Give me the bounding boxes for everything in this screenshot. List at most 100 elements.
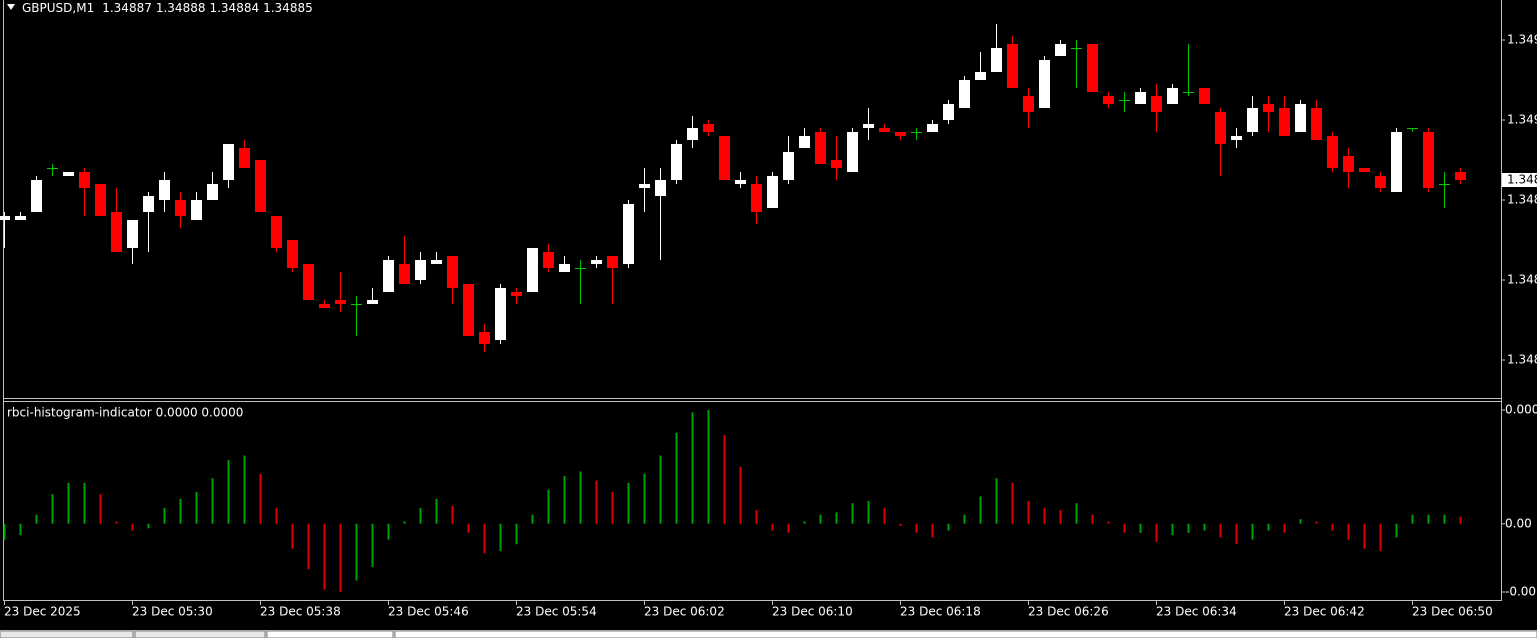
candle-body bbox=[31, 180, 42, 212]
candle-body bbox=[111, 212, 122, 252]
candle-body bbox=[831, 160, 842, 168]
time-label: 23 Dec 06:18 bbox=[900, 605, 981, 619]
candle-body bbox=[959, 80, 970, 108]
candle-body bbox=[1007, 44, 1018, 88]
candle-body bbox=[463, 284, 474, 336]
candle-body bbox=[399, 264, 410, 284]
tab[interactable] bbox=[0, 630, 134, 638]
tab[interactable] bbox=[134, 630, 266, 638]
low-readout: 1.34884 bbox=[209, 1, 259, 15]
candle-body bbox=[1311, 108, 1322, 140]
candle-body bbox=[607, 256, 618, 268]
candle-body bbox=[511, 292, 522, 296]
candle-body bbox=[1135, 92, 1146, 104]
candle-body bbox=[63, 172, 74, 176]
time-label: 23 Dec 05:30 bbox=[132, 605, 213, 619]
candle-body bbox=[319, 304, 330, 308]
candle-body bbox=[1343, 156, 1354, 172]
time-label: 23 Dec 06:34 bbox=[1156, 605, 1237, 619]
high-readout: 1.34888 bbox=[156, 1, 206, 15]
candle-body bbox=[143, 196, 154, 212]
candle-body bbox=[671, 144, 682, 180]
candle-body bbox=[1087, 44, 1098, 92]
candle-body bbox=[95, 184, 106, 216]
candle-body bbox=[207, 184, 218, 200]
candle-body bbox=[1247, 108, 1258, 132]
candle-body bbox=[799, 136, 810, 148]
price-tick-label: 1.349 bbox=[1507, 33, 1537, 47]
candle-body bbox=[191, 200, 202, 220]
candle-body bbox=[815, 132, 826, 164]
time-label: 23 Dec 05:46 bbox=[388, 605, 469, 619]
candle-body bbox=[943, 104, 954, 120]
candle-body bbox=[303, 264, 314, 300]
candle-body bbox=[735, 180, 746, 184]
candle-body bbox=[927, 124, 938, 132]
candle-body bbox=[287, 240, 298, 268]
candle-body bbox=[1039, 60, 1050, 108]
candle-body bbox=[879, 128, 890, 132]
candle-body bbox=[335, 300, 346, 304]
time-label: 23 Dec 06:50 bbox=[1412, 605, 1493, 619]
time-label: 23 Dec 2025 bbox=[4, 605, 81, 619]
candle-body bbox=[639, 184, 650, 188]
candle-body bbox=[703, 124, 714, 132]
price-tick-label: 1.348 bbox=[1507, 273, 1537, 287]
candle-body bbox=[1231, 136, 1242, 140]
candle-body bbox=[415, 260, 426, 280]
candle-body bbox=[0, 216, 10, 220]
candle-body bbox=[383, 260, 394, 292]
price-tick-label: 1.349 bbox=[1507, 113, 1537, 127]
candle-body bbox=[1055, 44, 1066, 56]
candle-body bbox=[975, 72, 986, 80]
collapse-triangle[interactable] bbox=[7, 4, 15, 10]
time-label: 23 Dec 06:42 bbox=[1284, 605, 1365, 619]
candle-body bbox=[655, 180, 666, 196]
candle-body bbox=[1263, 104, 1274, 112]
candle-body bbox=[1215, 112, 1226, 144]
tab[interactable] bbox=[266, 630, 394, 638]
chart-header: GBPUSD,M1 1.34887 1.34888 1.34884 1.34885 bbox=[22, 1, 313, 15]
candle-body bbox=[687, 128, 698, 140]
indicator-tick-label: -0.00 bbox=[1505, 585, 1536, 599]
current-price-label: 1.348 bbox=[1507, 173, 1537, 187]
candle-body bbox=[543, 252, 554, 268]
candle-body bbox=[1295, 104, 1306, 132]
time-label: 23 Dec 05:54 bbox=[516, 605, 597, 619]
candle-body bbox=[1151, 96, 1162, 112]
candle-body bbox=[1375, 176, 1386, 188]
candle-body bbox=[1023, 96, 1034, 112]
time-label: 23 Dec 06:10 bbox=[772, 605, 853, 619]
time-label: 23 Dec 05:38 bbox=[260, 605, 341, 619]
candle-body bbox=[159, 180, 170, 200]
candle-body bbox=[367, 300, 378, 304]
candle-body bbox=[719, 136, 730, 180]
candle-body bbox=[783, 152, 794, 180]
candle-body bbox=[1279, 108, 1290, 136]
indicator-tick-label: 0.00 bbox=[1505, 516, 1532, 530]
candle-body bbox=[447, 256, 458, 288]
time-label: 23 Dec 06:26 bbox=[1028, 605, 1109, 619]
candle-body bbox=[1455, 172, 1466, 180]
candle-body bbox=[863, 124, 874, 128]
candle-body bbox=[623, 204, 634, 264]
candle-body bbox=[591, 260, 602, 264]
candle-body bbox=[527, 248, 538, 292]
candle-body bbox=[255, 160, 266, 212]
candle-body bbox=[767, 176, 778, 208]
open-readout: 1.34887 bbox=[102, 1, 152, 15]
candle-body bbox=[1103, 96, 1114, 104]
candle-body bbox=[991, 48, 1002, 72]
candle-body bbox=[1359, 168, 1370, 172]
close-readout: 1.34885 bbox=[263, 1, 313, 15]
candle-body bbox=[271, 216, 282, 248]
candle-body bbox=[495, 288, 506, 340]
indicator-tick-label: 0.000 bbox=[1505, 403, 1537, 417]
price-tick-label: 1.348 bbox=[1507, 353, 1537, 367]
candle-body bbox=[751, 184, 762, 212]
symbol: GBPUSD,M1 bbox=[22, 1, 94, 15]
candle-body bbox=[431, 260, 442, 264]
